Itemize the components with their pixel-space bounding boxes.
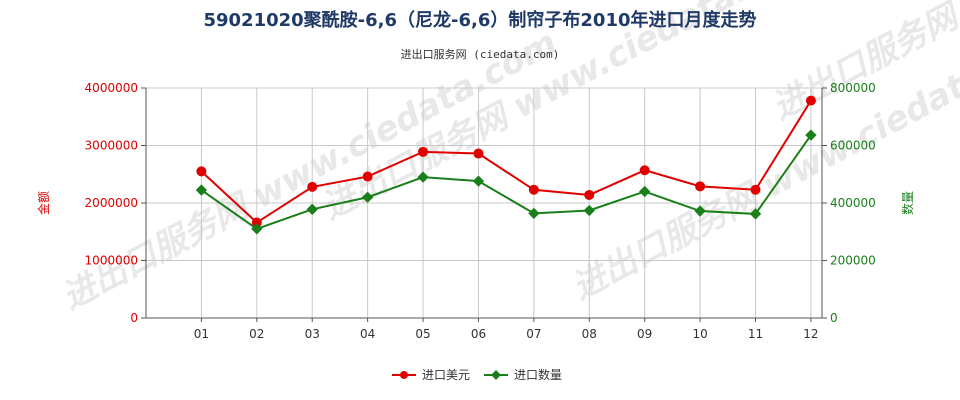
right-tick-label: 800000 bbox=[830, 81, 876, 95]
usd-point bbox=[473, 148, 484, 159]
series-line-2 bbox=[200, 134, 812, 230]
left-tick-label: 1000000 bbox=[85, 254, 138, 268]
usd-point bbox=[251, 217, 262, 228]
usd-point bbox=[418, 146, 429, 157]
qty-point bbox=[361, 191, 374, 203]
right-tick-label: 0 bbox=[830, 311, 838, 325]
legend: 进口美元 进口数量 bbox=[392, 367, 562, 382]
x-tick-label: 02 bbox=[249, 327, 264, 341]
right-axis-label: 数量 bbox=[900, 191, 915, 215]
usd-point bbox=[805, 95, 816, 106]
qty-point bbox=[694, 205, 706, 217]
qty-point bbox=[417, 171, 429, 183]
usd-point bbox=[584, 189, 595, 200]
x-tick-label: 09 bbox=[637, 327, 652, 341]
usd-point bbox=[362, 171, 373, 182]
legend-label: 进口数量 bbox=[514, 367, 562, 382]
x-tick-label: 11 bbox=[748, 327, 763, 341]
usd-point bbox=[695, 181, 706, 192]
qty-point bbox=[639, 185, 651, 198]
series-layer bbox=[195, 95, 817, 235]
left-tick-label: 2000000 bbox=[85, 196, 138, 210]
qty-point bbox=[805, 129, 817, 141]
x-tick-label: 04 bbox=[360, 327, 375, 341]
usd-point bbox=[750, 184, 761, 195]
qty-point bbox=[583, 204, 595, 217]
x-tick-label: 08 bbox=[582, 327, 597, 341]
usd-point bbox=[639, 165, 650, 176]
left-tick-label: 4000000 bbox=[85, 81, 138, 95]
left-tick-label: 3000000 bbox=[85, 139, 138, 153]
right-axis-ticks: 0 200000 400000 600000 800000 bbox=[822, 81, 876, 325]
left-axis-label: 金额 bbox=[36, 191, 51, 215]
qty-point bbox=[749, 208, 762, 220]
right-tick-label: 400000 bbox=[830, 196, 876, 210]
x-tick-label: 10 bbox=[692, 327, 707, 341]
right-tick-label: 200000 bbox=[830, 254, 876, 268]
x-axis-ticks: 01 02 03 04 05 06 07 08 09 10 11 12 bbox=[194, 318, 819, 341]
series-line-1 bbox=[200, 100, 812, 224]
watermark-text: 进出口服务网 www.ciedata.com bbox=[55, 23, 563, 318]
x-tick-label: 01 bbox=[194, 327, 209, 341]
x-tick-label: 05 bbox=[415, 327, 430, 341]
right-tick-label: 600000 bbox=[830, 139, 876, 153]
x-tick-label: 03 bbox=[305, 327, 320, 341]
left-axis-ticks: 0 1000000 2000000 3000000 4000000 bbox=[85, 81, 146, 325]
legend-label: 进口美元 bbox=[422, 368, 470, 382]
qty-point bbox=[251, 223, 263, 235]
left-tick-label: 0 bbox=[130, 311, 138, 325]
legend-marker bbox=[400, 371, 408, 379]
qty-point bbox=[528, 207, 540, 220]
qty-point bbox=[195, 184, 208, 196]
usd-point bbox=[307, 181, 318, 192]
chart-title: 59021020聚酰胺-6,6（尼龙-6,6）制帘子布2010年进口月度走势 bbox=[203, 9, 756, 31]
x-tick-label: 06 bbox=[471, 327, 486, 341]
x-tick-label: 12 bbox=[803, 327, 818, 341]
legend-marker bbox=[491, 370, 501, 380]
chart-subtitle: 进出口服务网 (ciedata.com) bbox=[401, 47, 560, 61]
usd-point bbox=[528, 184, 539, 195]
qty-point bbox=[306, 203, 318, 215]
qty-point bbox=[472, 175, 485, 187]
usd-point bbox=[196, 166, 207, 177]
x-tick-label: 07 bbox=[526, 327, 541, 341]
